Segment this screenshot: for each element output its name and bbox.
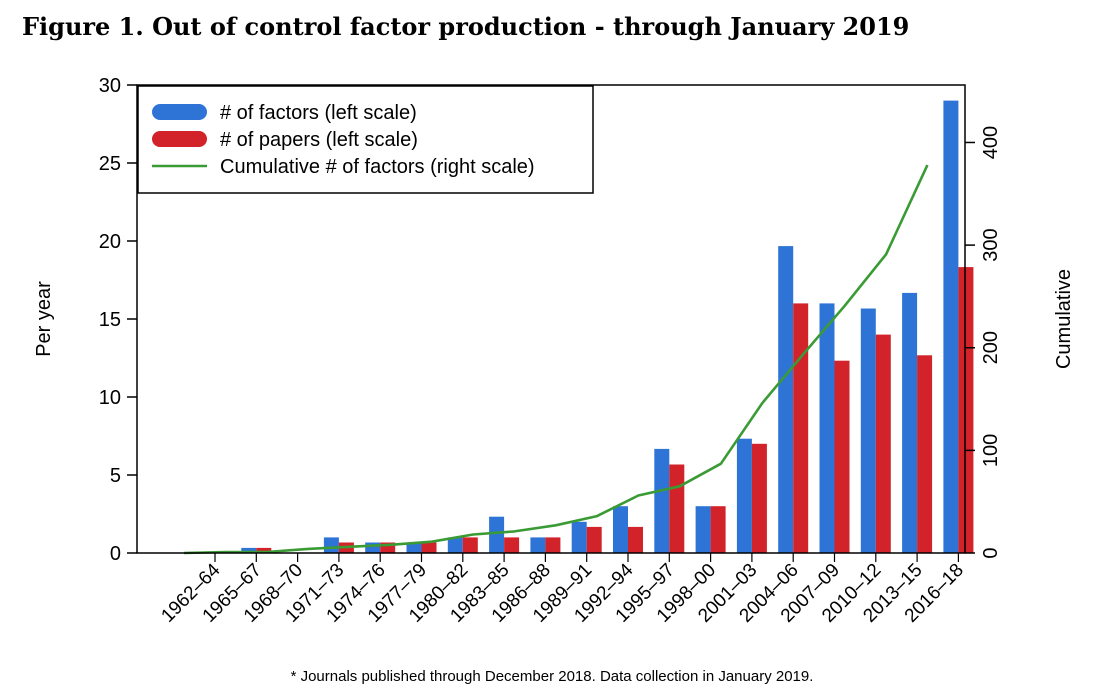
papers-bar	[586, 526, 602, 553]
papers-bar	[710, 506, 726, 553]
factors-bar	[530, 537, 546, 553]
footnote: * Journals published through December 20…	[290, 668, 814, 685]
right-tick-label: 100	[980, 434, 1002, 467]
factors-bar	[902, 292, 918, 553]
papers-bar	[628, 526, 643, 553]
left-tick-label: 25	[99, 153, 121, 175]
papers-bar	[917, 355, 933, 553]
left-tick-label: 10	[99, 387, 121, 409]
right-tick-label: 0	[980, 547, 1002, 558]
factors-bar	[406, 542, 422, 553]
right-axis-label: Cumulative	[1053, 269, 1075, 369]
factors-bar	[241, 547, 257, 553]
left-axis: 0 5 10 15 20 25 30	[99, 75, 137, 565]
factors-bar	[365, 542, 381, 553]
factors-bar	[654, 448, 670, 553]
papers-bar	[793, 303, 809, 553]
figure-title: Figure 1. Out of control factor producti…	[22, 12, 910, 41]
legend-swatch-bar	[152, 104, 207, 120]
papers-bar	[751, 443, 767, 553]
papers-bar	[958, 267, 974, 553]
cumulative-line-group	[183, 164, 929, 555]
legend: # of factors (left scale) # of papers (le…	[137, 85, 594, 194]
factors-bar	[571, 521, 587, 553]
factors-bar	[447, 537, 463, 553]
right-axis: 0 100 200 300 400	[965, 126, 1002, 559]
factors-bar	[695, 506, 711, 553]
papers-bar	[834, 360, 850, 553]
left-tick-label: 20	[99, 231, 121, 253]
papers-bar	[380, 542, 396, 553]
papers-bar	[875, 334, 891, 553]
right-tick-label: 400	[980, 126, 1002, 159]
left-tick-label: 15	[99, 309, 121, 331]
factors-bar	[860, 308, 876, 553]
papers-bar	[256, 547, 272, 553]
legend-label: Cumulative # of factors (right scale)	[220, 156, 535, 178]
papers-bar	[545, 537, 561, 553]
left-tick-label: 30	[99, 75, 121, 97]
legend-swatch-bar	[152, 131, 207, 147]
legend-box	[137, 85, 594, 194]
factors-bar	[613, 506, 628, 553]
factors-bar	[736, 438, 752, 553]
left-tick-label: 5	[110, 465, 121, 487]
factors-bar	[778, 246, 794, 553]
factors-bar	[943, 100, 959, 553]
factors-bar	[819, 303, 835, 553]
papers-bar	[504, 537, 520, 553]
factors-bar	[323, 537, 339, 553]
cumulative-line	[183, 164, 929, 555]
papers-bar	[669, 464, 685, 553]
papers-bar	[462, 537, 478, 553]
x-axis: 1962–641965–671968–701971–731974–761977–…	[157, 553, 968, 627]
bars	[241, 100, 974, 553]
left-tick-label: 0	[110, 543, 121, 565]
papers-bar	[421, 542, 437, 553]
right-tick-label: 300	[980, 228, 1002, 261]
legend-label: # of papers (left scale)	[220, 129, 418, 151]
factors-bar	[489, 516, 505, 553]
legend-label: # of factors (left scale)	[220, 102, 417, 124]
y-axis-label: Per year	[33, 281, 55, 357]
right-tick-label: 200	[980, 331, 1002, 364]
